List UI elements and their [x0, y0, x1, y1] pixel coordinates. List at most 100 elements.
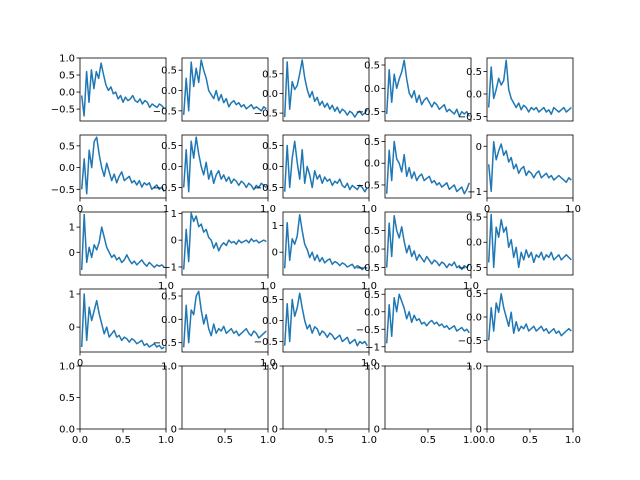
x-tick-label: 1.0 — [158, 435, 174, 446]
axes-frame — [181, 57, 269, 122]
y-tick-label: 0.5 — [466, 213, 482, 224]
x-tick-label: 0.5 — [420, 435, 436, 446]
axes-frame — [486, 288, 574, 353]
y-tick-label: 0.5 — [364, 61, 380, 72]
y-tick-label: −0.5 — [153, 338, 177, 349]
y-tick-label: 0.5 — [59, 393, 75, 404]
series-line — [182, 59, 267, 115]
axes-frame — [486, 211, 574, 276]
y-tick-label: −0.5 — [356, 107, 380, 118]
series-line — [80, 293, 165, 350]
subplot-r2-c2: 101.0 — [272, 211, 377, 292]
y-tick-label: 0 — [69, 248, 75, 259]
y-tick-label: 1.0 — [59, 362, 75, 373]
y-tick-label: 0.5 — [59, 141, 75, 152]
subplot-r1-c3: 0.5 0.0 −0.5 — [356, 134, 472, 199]
series-line — [283, 213, 368, 271]
y-tick-label: −0.5 — [254, 337, 278, 348]
subplot-r3-c2: 0.5 0.0 −0.5 1.0 — [254, 288, 377, 369]
subplot-r4-c2: 01.00.5 1.0 — [262, 362, 377, 447]
y-tick-label: −0.5 — [458, 263, 482, 274]
y-tick-label: 0.0 — [466, 238, 482, 249]
y-tick-label: 1.0 — [161, 362, 177, 373]
axes-frame — [79, 57, 167, 122]
y-tick-label: 0.0 — [59, 425, 75, 436]
y-tick-label: 0.0 — [364, 84, 380, 95]
subplot-r2-c3: 0.5 0.0 −0.5 1.0 — [356, 211, 479, 292]
subplot-r1-c4: 0−10 1.0 — [467, 134, 581, 215]
x-tick-label: 1.0 — [260, 435, 276, 446]
y-tick-label: 0.0 — [364, 307, 380, 318]
y-tick-label: 0.5 — [466, 67, 482, 78]
series-line — [487, 59, 572, 116]
axes-frame — [181, 365, 269, 430]
y-tick-label: 1 — [272, 221, 278, 232]
y-tick-label: 0.5 — [364, 137, 380, 148]
y-tick-label: 0.5 — [466, 289, 482, 300]
subplot-r2-c4: 0.5 0.0 −0.5 — [458, 211, 574, 276]
x-tick-label: 1.0 — [260, 281, 276, 292]
x-tick-label: 1.0 — [361, 358, 377, 369]
x-tick-label: 1.0 — [361, 281, 377, 292]
subplot-r4-c0: 0.0 0.5 1.0 0.0 0.5 1.0 — [59, 362, 174, 447]
subplot-r3-c0: 1 0 0 — [69, 288, 167, 369]
axes-frame — [79, 288, 167, 353]
x-tick-label: 1.0 — [463, 281, 479, 292]
y-tick-label: 0 — [171, 425, 177, 436]
subplot-r0-c0: 1.0 0.5 0.0 −0.5 — [51, 54, 167, 122]
series-line — [385, 214, 470, 271]
series-line — [283, 140, 368, 193]
y-tick-label: 1 — [69, 223, 75, 234]
y-tick-label: −0.5 — [458, 112, 482, 123]
y-tick-label: −1 — [162, 262, 177, 273]
series-line — [487, 213, 572, 269]
y-tick-label: −0.5 — [356, 180, 380, 191]
y-tick-label: 0.5 — [262, 69, 278, 80]
subplot-r2-c1: 1 0 −1 1.0 — [162, 209, 276, 292]
x-tick-label: 1.0 — [361, 204, 377, 215]
y-tick-label: −0.5 — [153, 106, 177, 117]
y-tick-label: 0 — [476, 142, 482, 153]
subplot-r1-c0: 0.5 0.0 −0.50 1 — [51, 134, 169, 215]
axes-frame — [181, 134, 269, 199]
x-tick-label: 1.0 — [158, 281, 174, 292]
y-tick-label: −0.5 — [51, 185, 75, 196]
x-tick-label: 0.5 — [217, 435, 233, 446]
y-tick-label: 0.0 — [161, 162, 177, 173]
y-tick-label: −0.5 — [51, 105, 75, 116]
subplot-r3-c1: 0.5 0.0 −0.5 1.0 — [153, 288, 276, 369]
subplot-r0-c4: 0.5 0.0 −0.5 — [458, 57, 574, 123]
y-tick-label: 0 — [69, 323, 75, 334]
y-tick-label: 1 — [171, 209, 177, 220]
x-tick-label: 1 — [163, 204, 169, 215]
y-tick-label: 0 — [374, 425, 380, 436]
subplot-r0-c3: 0.5 0.0 −0.5 — [356, 57, 472, 122]
x-tick-label: 1.0 — [260, 204, 276, 215]
series-line — [283, 292, 368, 347]
series-line — [385, 293, 470, 344]
x-tick-label: 1.0 — [463, 435, 479, 446]
series-line — [80, 136, 165, 195]
y-tick-label: −0.5 — [254, 109, 278, 120]
y-tick-label: 1.0 — [466, 362, 482, 373]
y-tick-label: 0.0 — [161, 315, 177, 326]
y-tick-label: 0.5 — [161, 66, 177, 77]
y-tick-label: 0.0 — [161, 86, 177, 97]
axes-frame — [384, 365, 472, 430]
y-tick-label: 0.0 — [364, 245, 380, 256]
y-tick-label: 0.5 — [364, 290, 380, 301]
y-tick-label: 0.5 — [59, 71, 75, 82]
y-tick-label: −0.5 — [254, 183, 278, 194]
axes-frame — [384, 288, 472, 353]
axes-frame — [282, 288, 370, 353]
subplot-r0-c2: 0.5 0.0 −0.5 — [254, 57, 370, 122]
axes-frame — [384, 134, 472, 199]
y-tick-label: 0.0 — [59, 88, 75, 99]
axes-frame — [282, 211, 370, 276]
x-tick-label: 0.5 — [318, 435, 334, 446]
x-tick-label: 1.0 — [260, 358, 276, 369]
y-tick-label: 0.0 — [59, 163, 75, 174]
series-line — [182, 136, 267, 193]
x-tick-label: 0.0 — [479, 435, 495, 446]
y-tick-label: 0.5 — [161, 141, 177, 152]
